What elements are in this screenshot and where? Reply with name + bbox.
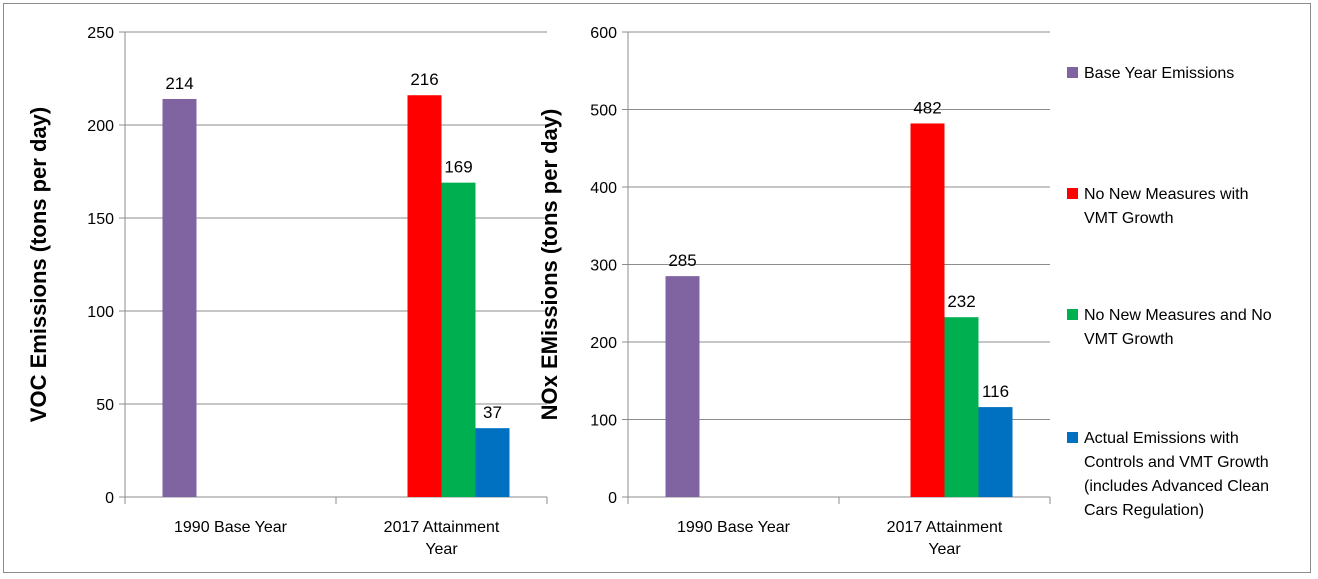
y-tick-label: 200: [590, 335, 617, 352]
x-tick-label: Year: [425, 541, 458, 558]
data-label: 285: [668, 251, 696, 270]
bar: [978, 407, 1013, 497]
bar: [407, 95, 442, 498]
bar: [162, 98, 197, 498]
y-tick-label: 150: [87, 211, 114, 228]
data-label: 214: [165, 74, 193, 93]
y-tick-label: 50: [96, 397, 114, 414]
legend-label: Controls and VMT Growth: [1084, 454, 1269, 471]
data-label: 169: [444, 158, 472, 177]
bar: [665, 276, 700, 497]
legend-swatch: [1067, 188, 1078, 199]
y-tick-label: 200: [87, 118, 114, 135]
bar: [441, 182, 476, 497]
y-axis-label: NOx EMissions (tons per day): [537, 109, 562, 421]
y-tick-label: 400: [590, 180, 617, 197]
x-tick-label: 1990 Base Year: [677, 519, 791, 536]
y-tick-label: 250: [87, 25, 114, 42]
legend-swatch: [1067, 67, 1078, 78]
legend-label: No New Measures with: [1084, 186, 1249, 203]
data-label: 37: [483, 403, 502, 422]
y-tick-label: 0: [608, 490, 617, 507]
legend-label: Actual Emissions with: [1084, 430, 1239, 447]
legend-label: VMT Growth: [1084, 331, 1174, 348]
data-label: 216: [410, 70, 438, 89]
legend-swatch: [1067, 309, 1078, 320]
legend-label: No New Measures and No: [1084, 307, 1272, 324]
bar: [475, 428, 510, 497]
bar: [910, 123, 945, 497]
y-tick-label: 300: [590, 258, 617, 275]
x-tick-label: 1990 Base Year: [174, 519, 288, 536]
data-label: 116: [982, 382, 1009, 401]
legend-label: (includes Advanced Clean: [1084, 478, 1269, 495]
legend-label: Base Year Emissions: [1084, 65, 1234, 82]
y-tick-label: 100: [87, 304, 114, 321]
y-axis-label: VOC Emissions (tons per day): [26, 107, 51, 422]
y-tick-label: 500: [590, 103, 617, 120]
legend-swatch: [1067, 432, 1078, 443]
y-tick-label: 100: [590, 413, 617, 430]
chart-frame: [3, 3, 1311, 573]
data-label: 232: [947, 292, 975, 311]
x-tick-label: 2017 Attainment: [384, 519, 500, 536]
bar: [944, 317, 979, 497]
legend-label: VMT Growth: [1084, 210, 1174, 227]
x-tick-label: Year: [928, 541, 961, 558]
data-label: 482: [913, 98, 941, 117]
y-tick-label: 600: [590, 25, 617, 42]
legend-label: Cars Regulation): [1084, 502, 1204, 519]
y-tick-label: 0: [105, 490, 114, 507]
x-tick-label: 2017 Attainment: [887, 519, 1003, 536]
